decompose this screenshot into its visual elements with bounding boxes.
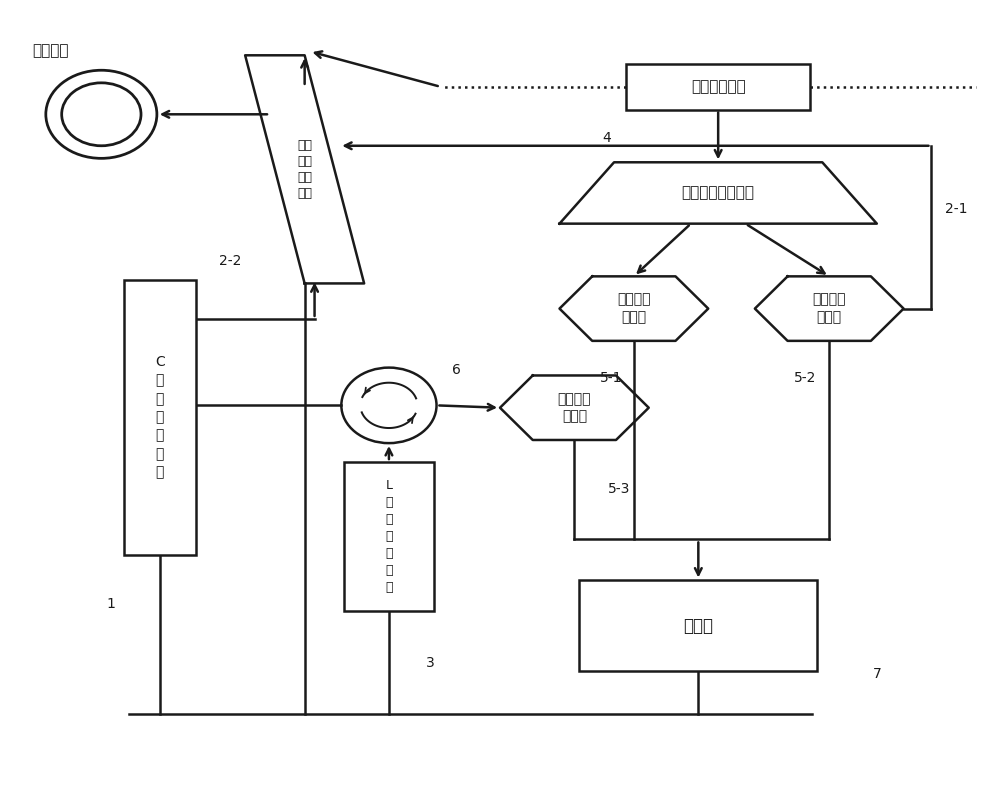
Polygon shape [755,277,904,341]
Text: 3: 3 [426,657,435,670]
Text: 6: 6 [452,363,461,377]
Text: 1: 1 [107,596,116,611]
Text: 5-3: 5-3 [608,482,630,496]
Text: 信号光分光器: 信号光分光器 [691,80,746,95]
Polygon shape [245,56,364,284]
Polygon shape [500,375,649,440]
Text: 第二光电
探测器: 第二光电 探测器 [812,293,846,324]
Text: C
波
段
拉
曼
泵
浦: C 波 段 拉 曼 泵 浦 [155,355,165,479]
Text: 第一光波分复用器: 第一光波分复用器 [682,185,755,200]
Text: 第一光电
探测器: 第一光电 探测器 [617,293,651,324]
Text: 2-2: 2-2 [219,254,241,269]
Polygon shape [560,277,708,341]
Bar [124,280,196,555]
Text: 7: 7 [872,668,881,681]
Text: 2-1: 2-1 [945,202,967,215]
Text: 第二
光波
分复
用器: 第二 光波 分复 用器 [297,139,312,200]
Text: 第三光电
探测器: 第三光电 探测器 [558,392,591,424]
Bar [344,462,434,611]
Polygon shape [560,162,877,223]
Text: L
波
段
拉
曼
泵
浦: L 波 段 拉 曼 泵 浦 [385,479,393,594]
Text: 5-2: 5-2 [794,370,817,385]
Text: 5-1: 5-1 [600,370,622,385]
Text: 处理器: 处理器 [683,617,713,634]
Text: 4: 4 [603,131,611,145]
Text: 传输光纤: 传输光纤 [32,43,68,58]
Bar [626,64,810,110]
Bar [579,580,817,671]
